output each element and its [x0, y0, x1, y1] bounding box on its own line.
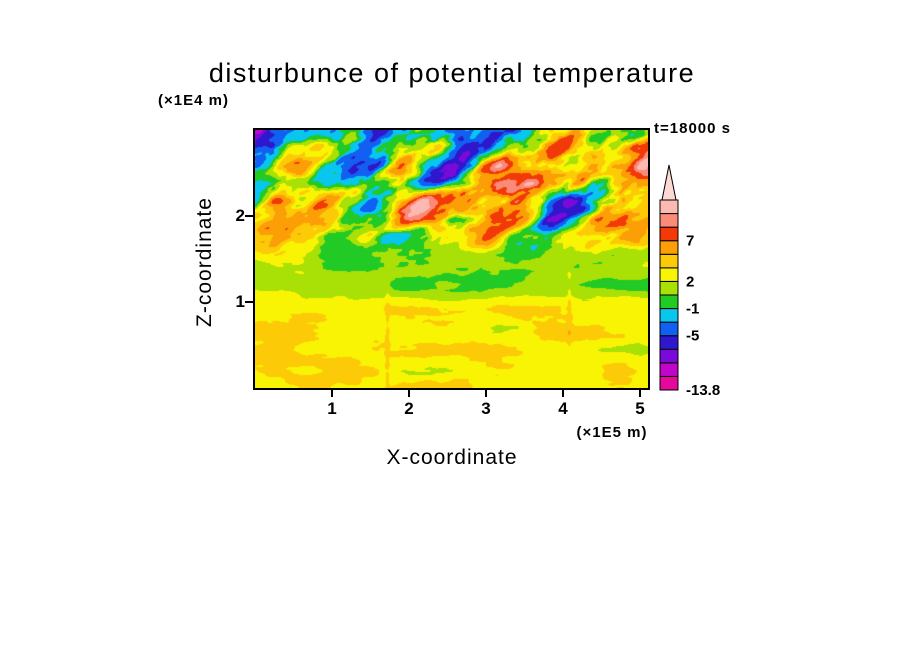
colorbar-label: -13.8: [686, 382, 720, 399]
z-tick-label: 1: [235, 292, 245, 311]
x-tick-label: 1: [327, 399, 337, 418]
x-tick-label: 3: [481, 399, 491, 418]
colorbar-arrow: [661, 164, 677, 201]
colorbar-segment: [659, 335, 679, 350]
x-tick-mark: [562, 390, 564, 397]
colorbar-label: -5: [686, 328, 699, 345]
colorbar-segment: [659, 280, 679, 296]
colorbar-segment: [659, 294, 679, 310]
x-axis-unit-label: (×1E5 m): [576, 424, 648, 441]
colorbar-segment: [659, 213, 679, 228]
colorbar: 7 2 -1 -5 -13.8: [659, 164, 720, 399]
x-tick-label: 4: [558, 399, 568, 418]
colorbar-label: 7: [686, 233, 694, 250]
heatmap-canvas: [255, 130, 648, 388]
x-tick-mark: [331, 390, 333, 397]
z-tick-label: 2: [235, 206, 245, 225]
time-annotation: t=18000 s: [654, 120, 731, 137]
colorbar-segment: [659, 375, 679, 391]
colorbar-segment: [659, 308, 679, 323]
x-tick-mark: [408, 390, 410, 397]
colorbar-segment: [659, 199, 679, 215]
z-tick-mark: [245, 301, 253, 303]
chart-title: disturbunce of potential temperature: [208, 58, 696, 88]
colorbar-segment: [659, 362, 679, 377]
y-axis-unit-label: (×1E4 m): [158, 92, 229, 109]
colorbar-segment: [659, 348, 679, 364]
colorbar-label: -1: [686, 301, 699, 318]
colorbar-segment: [659, 240, 679, 255]
colorbar-segment: [659, 267, 679, 282]
x-tick-mark: [485, 390, 487, 397]
plot-frame: [253, 128, 650, 390]
colorbar-segment: [659, 321, 679, 337]
x-axis-title: X-coordinate: [386, 446, 518, 469]
z-axis-title: Z-coordinate: [193, 197, 216, 327]
z-tick-mark: [245, 215, 253, 217]
x-tick-mark: [639, 390, 641, 397]
colorbar-segment: [659, 226, 679, 242]
colorbar-label: 2: [686, 273, 694, 290]
x-tick-label: 5: [635, 399, 645, 418]
x-tick-label: 2: [404, 399, 414, 418]
colorbar-segment: [659, 253, 679, 269]
